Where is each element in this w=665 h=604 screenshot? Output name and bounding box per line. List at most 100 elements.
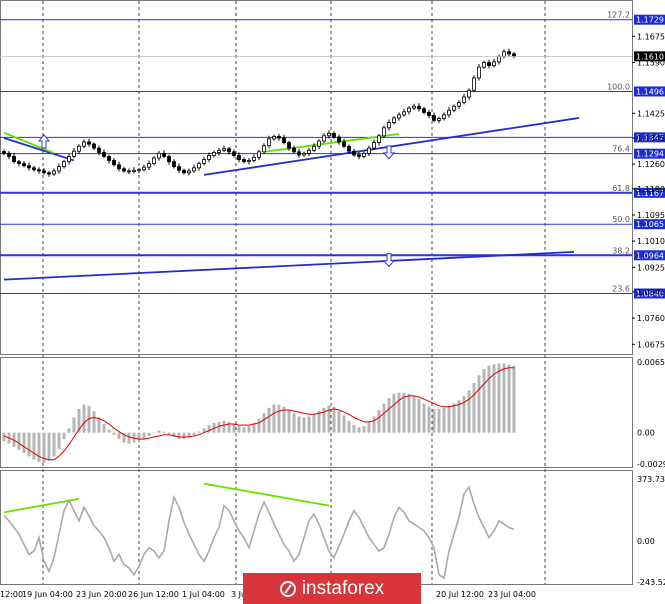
macd-bar-34 xyxy=(172,432,176,437)
macd-bar-61 xyxy=(307,416,311,433)
candle-body-92 xyxy=(462,96,466,103)
candle-body-93 xyxy=(467,89,471,98)
candle-body-31 xyxy=(157,152,161,159)
candle-body-26 xyxy=(132,169,136,172)
candle-body-79 xyxy=(397,114,401,119)
candle-body-59 xyxy=(297,151,301,156)
candle-body-54 xyxy=(272,136,276,140)
macd-bar-6 xyxy=(32,432,36,460)
macd-bar-57 xyxy=(287,409,291,433)
signal-arrows xyxy=(37,134,396,268)
candle-body-17 xyxy=(87,141,91,145)
macd-bar-4 xyxy=(22,432,26,454)
fib-value-6: 1.0964 xyxy=(636,251,664,260)
time-tick-2: 23 Jun 20:00 xyxy=(76,590,127,599)
candle-body-12 xyxy=(62,161,66,168)
fib-badge-2 xyxy=(634,132,665,143)
candle-body-34 xyxy=(172,161,176,168)
candle-body-99 xyxy=(497,55,501,63)
fib-label-6: 38.2 xyxy=(612,246,630,255)
macd-bar-92 xyxy=(462,395,466,433)
fib-label-0: 127.2 xyxy=(607,11,630,20)
candle-body-28 xyxy=(142,166,146,171)
candle-body-23 xyxy=(117,164,121,170)
time-tick-5: 3 Jul xyxy=(231,590,248,599)
price-tick-2: 1.1425 xyxy=(637,109,665,118)
macd-bar-66 xyxy=(332,406,336,433)
candle-body-66 xyxy=(332,132,336,138)
macd-bar-9 xyxy=(47,432,51,461)
candle-body-35 xyxy=(177,166,181,171)
macd-bar-43 xyxy=(217,421,221,433)
macd-bar-99 xyxy=(497,363,501,433)
candle-body-16 xyxy=(82,141,86,147)
macd-bar-76 xyxy=(382,403,386,433)
macd-bar-39 xyxy=(197,431,201,433)
time-tick-4: 1 Jul 04:00 xyxy=(182,590,225,599)
candle-body-86 xyxy=(432,115,436,121)
candle-body-29 xyxy=(147,163,151,168)
macd-bar-29 xyxy=(147,432,151,436)
candle-body-55 xyxy=(277,136,281,139)
fib-label-3: 76.4 xyxy=(612,145,630,154)
candle-body-84 xyxy=(422,108,426,113)
candle-body-78 xyxy=(392,117,396,123)
fib-badge-6 xyxy=(634,250,665,261)
macd-bar-62 xyxy=(312,414,316,433)
fib-badge-3 xyxy=(634,148,665,159)
candle-body-44 xyxy=(222,148,226,151)
fib-value-5: 1.1065 xyxy=(636,220,664,229)
macd-bar-23 xyxy=(117,432,121,440)
macd-bar-7 xyxy=(37,432,41,462)
candle-body-51 xyxy=(257,151,261,158)
candle-body-91 xyxy=(457,102,461,107)
candle-body-90 xyxy=(452,105,456,111)
cci-trendline-1 xyxy=(203,482,330,507)
macd-bar-91 xyxy=(457,400,461,433)
candle-body-57 xyxy=(287,142,291,149)
price-tick-10: 1.0760 xyxy=(637,314,665,323)
macd-bar-84 xyxy=(422,403,426,433)
macd-tick-0: 0.00654 xyxy=(637,358,665,367)
macd-bar-14 xyxy=(72,417,76,433)
candle-body-48 xyxy=(242,159,246,163)
macd-bar-69 xyxy=(347,420,351,433)
price-tick-3: 1.1345 xyxy=(637,134,665,143)
macd-bar-88 xyxy=(442,407,446,433)
instaforex-logo-icon xyxy=(279,580,296,597)
cci-trendlines xyxy=(3,482,330,514)
price-tick-8: 1.0925 xyxy=(637,263,665,272)
macd-bar-18 xyxy=(92,411,96,433)
macd-bar-83 xyxy=(417,399,421,433)
candle-body-25 xyxy=(127,170,131,173)
macd-bar-27 xyxy=(137,432,141,442)
price-pane-frame xyxy=(0,0,633,355)
candle-body-52 xyxy=(262,145,266,153)
macd-bar-26 xyxy=(132,432,136,443)
candle-body-72 xyxy=(362,152,366,157)
time-gridlines xyxy=(42,1,546,584)
candle-body-58 xyxy=(292,147,296,153)
candle-body-97 xyxy=(487,62,491,66)
candle-body-15 xyxy=(77,145,81,152)
candle-body-73 xyxy=(367,147,371,154)
price-tick-11: 1.0675 xyxy=(637,340,665,349)
candle-body-40 xyxy=(202,159,206,164)
candle-body-74 xyxy=(372,142,376,149)
candle-body-14 xyxy=(72,150,76,157)
candle-body-69 xyxy=(347,145,351,152)
price-tick-0: 1.1675 xyxy=(637,32,665,41)
macd-histogram xyxy=(2,363,516,463)
candle-body-32 xyxy=(162,152,166,157)
candle-body-87 xyxy=(437,118,441,121)
candle-body-47 xyxy=(237,155,241,160)
macd-bar-32 xyxy=(162,431,166,433)
macd-bar-93 xyxy=(467,390,471,433)
candle-body-8 xyxy=(42,170,46,174)
macd-bar-49 xyxy=(247,426,251,433)
macd-bar-50 xyxy=(252,422,256,433)
macd-bar-87 xyxy=(437,408,441,433)
macd-axis: 0.00654 0.00 -0.0029 xyxy=(637,358,665,469)
candle-body-83 xyxy=(417,105,421,110)
